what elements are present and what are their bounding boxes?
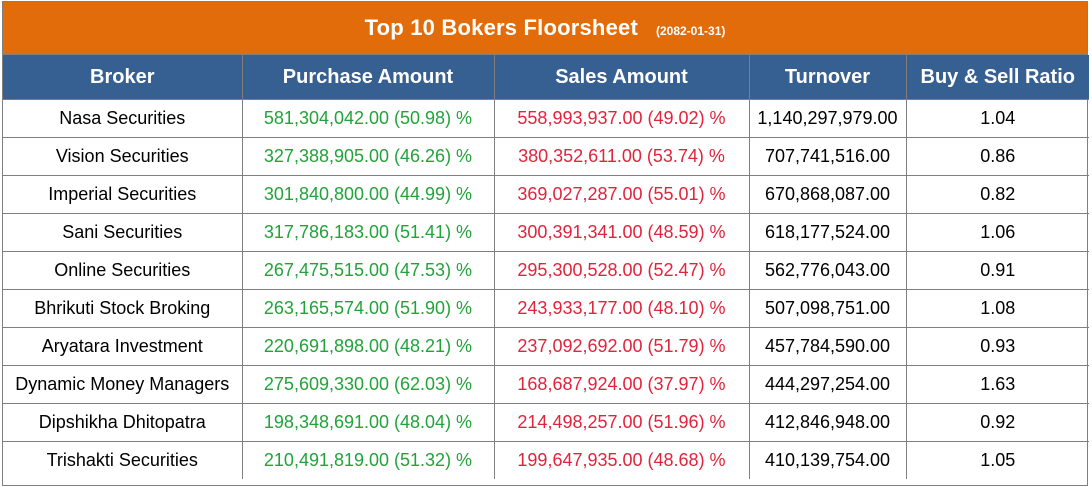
sales-amount: 214,498,257.00 (51.96) % [493, 403, 750, 442]
column-header-buy-sell-ratio: Buy & Sell Ratio [905, 55, 1089, 100]
broker-name: Nasa Securities [3, 99, 243, 138]
buy-sell-ratio: 1.05 [905, 441, 1089, 479]
sales-amount: 369,027,287.00 (55.01) % [493, 175, 750, 214]
sales-amount: 237,092,692.00 (51.79) % [493, 327, 750, 366]
column-header-purchase-amount: Purchase Amount [241, 55, 495, 100]
column-header-broker: Broker [3, 55, 243, 100]
brokers-table: Broker Purchase Amount Sales Amount Turn… [3, 55, 1089, 479]
column-header-turnover: Turnover [748, 55, 907, 100]
broker-name: Bhrikuti Stock Broking [3, 289, 243, 328]
broker-name: Trishakti Securities [3, 441, 243, 479]
purchase-amount: 263,165,574.00 (51.90) % [241, 289, 495, 328]
purchase-amount: 327,388,905.00 (46.26) % [241, 137, 495, 176]
buy-sell-ratio: 0.82 [905, 175, 1089, 214]
turnover: 412,846,948.00 [748, 403, 907, 442]
turnover: 562,776,043.00 [748, 251, 907, 290]
broker-name: Imperial Securities [3, 175, 243, 214]
broker-name: Dipshikha Dhitopatra [3, 403, 243, 442]
table-row: Trishakti Securities 210,491,819.00 (51.… [3, 441, 1089, 479]
broker-name: Sani Securities [3, 213, 243, 252]
table-row: Imperial Securities 301,840,800.00 (44.9… [3, 175, 1089, 214]
turnover: 410,139,754.00 [748, 441, 907, 479]
turnover: 618,177,524.00 [748, 213, 907, 252]
page-title: Top 10 Bokers Floorsheet [364, 15, 638, 40]
table-row: Bhrikuti Stock Broking 263,165,574.00 (5… [3, 289, 1089, 328]
sales-amount: 243,933,177.00 (48.10) % [493, 289, 750, 328]
sales-amount: 199,647,935.00 (48.68) % [493, 441, 750, 479]
table-row: Sani Securities 317,786,183.00 (51.41) %… [3, 213, 1089, 252]
turnover: 457,784,590.00 [748, 327, 907, 366]
purchase-amount: 267,475,515.00 (47.53) % [241, 251, 495, 290]
buy-sell-ratio: 1.04 [905, 99, 1089, 138]
report-date: (2082-01-31) [655, 24, 726, 38]
table-row: Nasa Securities 581,304,042.00 (50.98) %… [3, 99, 1089, 138]
broker-name: Aryatara Investment [3, 327, 243, 366]
table-header-row: Broker Purchase Amount Sales Amount Turn… [3, 55, 1089, 100]
purchase-amount: 275,609,330.00 (62.03) % [241, 365, 495, 404]
buy-sell-ratio: 1.06 [905, 213, 1089, 252]
turnover: 507,098,751.00 [748, 289, 907, 328]
table-row: Vision Securities 327,388,905.00 (46.26)… [3, 137, 1089, 176]
broker-name: Online Securities [3, 251, 243, 290]
table-row: Aryatara Investment 220,691,898.00 (48.2… [3, 327, 1089, 366]
sales-amount: 380,352,611.00 (53.74) % [493, 137, 750, 176]
purchase-amount: 317,786,183.00 (51.41) % [241, 213, 495, 252]
turnover: 444,297,254.00 [748, 365, 907, 404]
buy-sell-ratio: 0.92 [905, 403, 1089, 442]
table-row: Dynamic Money Managers 275,609,330.00 (6… [3, 365, 1089, 404]
purchase-amount: 301,840,800.00 (44.99) % [241, 175, 495, 214]
sales-amount: 168,687,924.00 (37.97) % [493, 365, 750, 404]
sales-amount: 558,993,937.00 (49.02) % [493, 99, 750, 138]
title-bar: Top 10 Bokers Floorsheet (2082-01-31) [3, 2, 1087, 55]
sales-amount: 295,300,528.00 (52.47) % [493, 251, 750, 290]
broker-name: Dynamic Money Managers [3, 365, 243, 404]
table-row: Dipshikha Dhitopatra 198,348,691.00 (48.… [3, 403, 1089, 442]
broker-name: Vision Securities [3, 137, 243, 176]
turnover: 1,140,297,979.00 [748, 99, 907, 138]
purchase-amount: 198,348,691.00 (48.04) % [241, 403, 495, 442]
buy-sell-ratio: 1.08 [905, 289, 1089, 328]
purchase-amount: 581,304,042.00 (50.98) % [241, 99, 495, 138]
buy-sell-ratio: 1.63 [905, 365, 1089, 404]
buy-sell-ratio: 0.93 [905, 327, 1089, 366]
turnover: 670,868,087.00 [748, 175, 907, 214]
buy-sell-ratio: 0.86 [905, 137, 1089, 176]
sales-amount: 300,391,341.00 (48.59) % [493, 213, 750, 252]
column-header-sales-amount: Sales Amount [493, 55, 750, 100]
table-row: Online Securities 267,475,515.00 (47.53)… [3, 251, 1089, 290]
turnover: 707,741,516.00 [748, 137, 907, 176]
purchase-amount: 220,691,898.00 (48.21) % [241, 327, 495, 366]
buy-sell-ratio: 0.91 [905, 251, 1089, 290]
purchase-amount: 210,491,819.00 (51.32) % [241, 441, 495, 479]
